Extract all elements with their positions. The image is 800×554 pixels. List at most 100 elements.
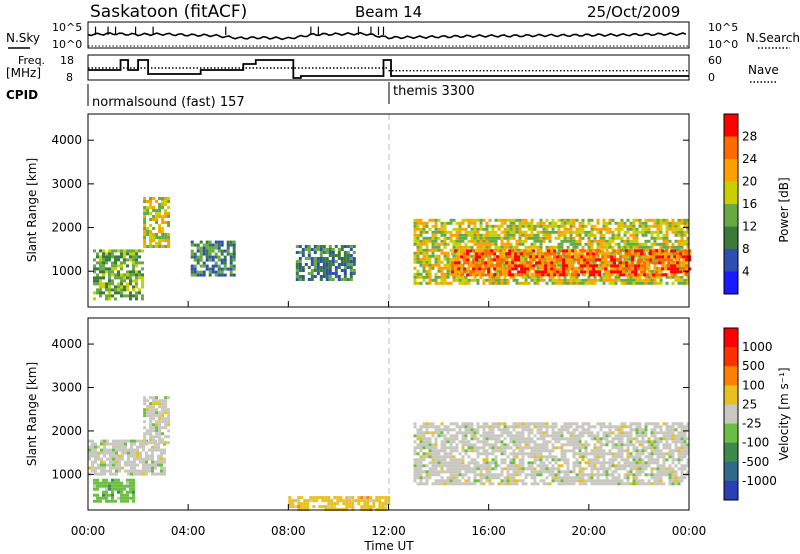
- power-cell: [117, 264, 120, 268]
- freq-tick-low: 8: [66, 71, 73, 84]
- power-cell: [625, 261, 629, 265]
- power-cell: [632, 248, 636, 252]
- velocity-cell: [683, 428, 687, 432]
- power-cell: [587, 230, 591, 234]
- power-cell: [167, 197, 171, 200]
- velocity-cell: [440, 461, 444, 465]
- power-cell: [548, 275, 552, 279]
- velocity-cell: [449, 446, 453, 450]
- velocity-cell: [596, 431, 600, 435]
- velocity-cell: [545, 422, 549, 426]
- velocity-cell: [518, 434, 522, 438]
- power-cell: [611, 236, 615, 240]
- power-cell: [485, 242, 489, 246]
- power-cell: [652, 255, 656, 259]
- velocity-cell: [629, 431, 633, 435]
- power-cell: [437, 257, 441, 261]
- velocity-cell: [419, 446, 423, 450]
- power-cell: [437, 227, 441, 231]
- power-cell: [670, 264, 674, 268]
- velocity-cell: [545, 434, 549, 438]
- power-cell: [647, 224, 651, 228]
- power-cell: [607, 255, 611, 259]
- velocity-cell: [491, 437, 495, 441]
- power-cell: [536, 281, 540, 285]
- power-cell: [413, 251, 417, 255]
- velocity-cell: [632, 476, 636, 480]
- velocity-cell: [167, 423, 171, 427]
- power-cell: [683, 278, 687, 282]
- velocity-cell: [506, 428, 510, 432]
- velocity-cell: [653, 440, 657, 444]
- power-cell: [199, 252, 203, 256]
- power-cell: [559, 267, 563, 271]
- velocity-cell: [339, 496, 343, 500]
- power-cell: [167, 221, 171, 224]
- velocity-cell: [575, 443, 579, 447]
- velocity-cell: [114, 481, 117, 485]
- power-cell: [505, 255, 509, 259]
- power-cell: [328, 248, 332, 251]
- power-cell: [560, 281, 564, 285]
- power-cell: [461, 227, 465, 231]
- power-cell: [527, 236, 531, 240]
- power-cell: [352, 269, 356, 272]
- velocity-cell: [665, 470, 669, 474]
- velocity-cell: [635, 473, 639, 477]
- power-cell: [688, 249, 692, 253]
- power-cell: [425, 236, 429, 240]
- velocity-cell: [686, 428, 690, 432]
- power-cell: [493, 255, 497, 259]
- velocity-cell: [590, 482, 594, 486]
- velocity-cell: [297, 505, 301, 509]
- power-cell: [677, 278, 681, 282]
- velocity-cell: [656, 422, 660, 426]
- velocity-cell: [434, 470, 438, 474]
- velocity-cell: [357, 502, 361, 506]
- power-cell: [566, 278, 570, 282]
- velocity-cell: [149, 432, 153, 436]
- power-cell: [120, 252, 123, 256]
- velocity-cell: [467, 455, 471, 459]
- velocity-cell: [515, 482, 519, 486]
- power-cell: [560, 230, 564, 234]
- velocity-cell: [587, 464, 591, 468]
- power-cell: [626, 242, 630, 246]
- velocity-cell: [599, 428, 603, 432]
- power-cell: [656, 266, 660, 270]
- power-cell: [517, 270, 521, 274]
- velocity-cell: [497, 440, 501, 444]
- power-cell: [108, 288, 111, 292]
- power-cell: [464, 275, 468, 279]
- velocity-cell: [566, 431, 570, 435]
- velocity-cell: [428, 440, 432, 444]
- velocity-cell: [91, 442, 94, 446]
- velocity-cell: [155, 426, 159, 430]
- velocity-cell: [112, 439, 115, 443]
- power-cell: [524, 236, 528, 240]
- power-cell: [626, 275, 630, 279]
- power-cell: [490, 258, 494, 262]
- power-cell: [545, 233, 549, 237]
- power-cell: [349, 278, 353, 281]
- velocity-cell: [521, 422, 525, 426]
- velocity-cell: [431, 425, 435, 429]
- velocity-cell: [674, 446, 678, 450]
- velocity-cell: [94, 442, 97, 446]
- velocity-cell: [152, 429, 156, 433]
- power-cell: [352, 245, 356, 248]
- power-cell: [152, 236, 156, 239]
- velocity-cell: [120, 490, 123, 494]
- velocity-cell: [160, 448, 163, 452]
- velocity-cell: [452, 437, 456, 441]
- velocity-cell: [530, 440, 534, 444]
- power-cell: [653, 269, 657, 273]
- power-cell: [155, 215, 159, 218]
- power-cell: [581, 272, 585, 276]
- velocity-cell: [452, 467, 456, 471]
- power-cell: [141, 261, 144, 265]
- power-cell: [149, 230, 153, 233]
- power-cell: [512, 275, 516, 279]
- power-cell: [214, 252, 218, 256]
- power-cell: [662, 242, 666, 246]
